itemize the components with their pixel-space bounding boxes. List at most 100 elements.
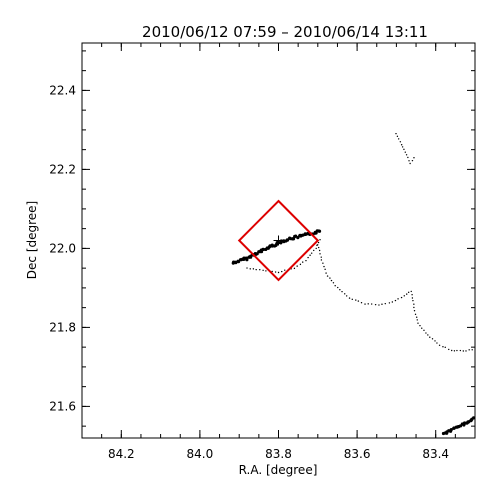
data-point	[326, 275, 329, 277]
data-point	[296, 265, 298, 267]
data-point	[345, 295, 348, 297]
x-axis-label: R.A. [degree]	[239, 463, 318, 477]
data-point	[344, 293, 346, 295]
data-point	[313, 249, 315, 252]
data-point	[395, 132, 397, 135]
y-tick-label: 22.4	[49, 83, 76, 97]
x-tick-label: 83.6	[344, 447, 371, 461]
data-track	[246, 239, 321, 274]
data-point	[410, 290, 412, 293]
data-point	[394, 299, 397, 302]
data-point	[400, 296, 403, 299]
data-point	[444, 346, 446, 349]
data-point	[341, 290, 343, 293]
data-point	[465, 350, 467, 352]
data-point	[302, 261, 304, 263]
data-point	[396, 135, 399, 138]
data-layer	[231, 132, 476, 436]
y-tick-label: 21.8	[49, 320, 76, 334]
data-point	[421, 327, 423, 329]
data-point	[370, 303, 373, 305]
data-point	[472, 416, 476, 420]
data-point	[406, 293, 408, 295]
data-point	[329, 277, 331, 279]
data-point	[355, 299, 357, 301]
data-point	[405, 154, 408, 156]
data-point	[357, 300, 360, 302]
data-point	[322, 262, 324, 264]
data-point	[427, 334, 429, 336]
data-point	[388, 302, 391, 304]
field-of-view-diamond	[237, 199, 320, 282]
data-point	[381, 303, 383, 305]
data-point	[320, 256, 322, 258]
data-point	[419, 324, 421, 327]
data-point	[453, 350, 456, 352]
data-point	[307, 256, 309, 259]
data-point	[319, 253, 321, 255]
data-point	[325, 272, 327, 274]
data-track	[316, 244, 410, 306]
data-point	[319, 239, 321, 241]
tick-layer: 84.2 84.0 83.8 83.6 83.4 21.6 21.8 22.0 22.2 22.4	[49, 43, 476, 461]
data-point	[315, 247, 317, 250]
data-point	[462, 421, 467, 425]
data-point	[449, 428, 453, 432]
data-point	[317, 246, 320, 249]
data-point	[425, 332, 427, 334]
data-point	[413, 309, 416, 312]
x-tick-label: 84.2	[108, 447, 135, 461]
data-point	[274, 271, 277, 273]
data-point	[285, 238, 290, 242]
data-point	[391, 301, 394, 303]
data-point	[348, 297, 351, 299]
data-point	[320, 259, 323, 261]
data-point	[404, 151, 406, 153]
data-point	[436, 342, 438, 344]
data-point	[403, 295, 405, 297]
data-point	[451, 349, 453, 352]
data-point	[249, 268, 251, 270]
data-point	[459, 349, 462, 352]
data-point	[293, 267, 296, 270]
data-point	[246, 267, 248, 269]
data-point	[374, 303, 377, 306]
data-point	[324, 268, 326, 271]
data-point	[337, 286, 339, 289]
data-point	[305, 259, 307, 262]
data-point	[411, 294, 413, 296]
data-point	[318, 249, 321, 252]
data-point	[259, 269, 261, 271]
data-point	[270, 244, 274, 248]
data-point	[252, 268, 255, 270]
data-point	[438, 344, 441, 347]
data-point	[413, 303, 415, 305]
data-point	[309, 254, 311, 256]
data-point	[468, 349, 470, 351]
data-track	[410, 290, 473, 352]
data-point	[413, 306, 415, 309]
data-point	[431, 338, 434, 340]
data-point	[316, 244, 319, 246]
chart-title: 2010/06/12 07:59 – 2010/06/14 13:11	[142, 23, 428, 41]
data-point	[397, 298, 399, 300]
data-track	[441, 416, 476, 436]
data-point	[414, 313, 417, 316]
data-point	[323, 265, 325, 268]
data-point	[397, 138, 400, 140]
data-point	[262, 269, 264, 271]
data-point	[339, 289, 341, 291]
data-track	[395, 132, 415, 165]
data-point	[409, 162, 411, 165]
y-tick-label: 22.2	[49, 162, 76, 176]
data-point	[442, 346, 444, 348]
data-point	[360, 301, 363, 304]
data-point	[411, 297, 414, 299]
data-point	[317, 241, 320, 244]
data-point	[364, 303, 366, 305]
data-point	[400, 144, 403, 146]
y-tick-label: 21.6	[49, 399, 76, 413]
data-point	[401, 146, 404, 148]
data-point	[411, 159, 414, 162]
data-point	[317, 229, 322, 233]
